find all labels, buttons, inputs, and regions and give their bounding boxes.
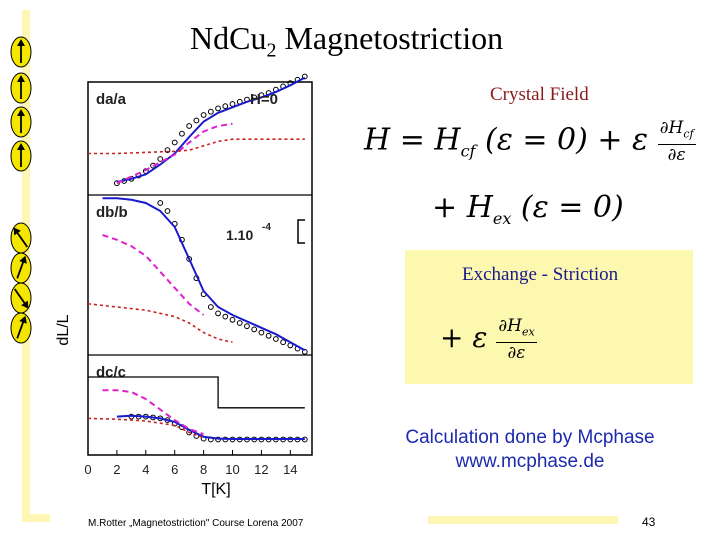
x-tick-label: 2 <box>113 462 120 477</box>
exchange-hamiltonian-term: + Hex (ε = 0) <box>432 190 624 228</box>
data-point <box>157 156 164 162</box>
arrow-tilted-icon <box>10 312 32 344</box>
data-point <box>222 103 229 110</box>
data-point <box>251 326 258 333</box>
arrow-tilted-icon <box>10 282 32 314</box>
crystal-field-label: Crystal Field <box>490 84 589 105</box>
x-tick-label: 14 <box>283 462 297 477</box>
panel-label: da/a <box>96 91 127 108</box>
exchange-striction-formula: + ε ∂Hex ∂ε <box>440 316 537 364</box>
x-tick-label: 0 <box>84 462 91 477</box>
data-point <box>244 323 250 330</box>
crystal-field-line <box>102 234 205 316</box>
x-axis-label: T[K] <box>201 481 230 498</box>
data-point <box>171 139 178 146</box>
data-point <box>200 112 207 118</box>
data-point <box>193 117 200 124</box>
data-point <box>157 200 164 206</box>
data-point <box>258 329 265 336</box>
data-point <box>186 123 193 129</box>
moment-arrows <box>8 36 36 344</box>
panel-dc-c: dc/c <box>87 354 312 443</box>
x-tick-label: 4 <box>142 462 149 477</box>
data-point <box>179 130 185 137</box>
data-point <box>272 336 279 342</box>
calculation-line <box>116 414 305 440</box>
scale-bracket <box>297 219 305 244</box>
slide-title: NdCu2 Magnetostriction <box>190 20 504 62</box>
panel-label: dc/c <box>96 364 126 381</box>
footer-text: M.Rotter „Magnetostriction" Course Loren… <box>88 518 304 529</box>
arrow-tilted-icon <box>10 252 32 284</box>
hamiltonian-formula: H = Hcf (ε = 0) + ε ∂Hcf ∂ε <box>364 118 696 166</box>
exchange-striction-box <box>405 250 693 384</box>
data-point <box>215 310 221 317</box>
calculation-line: Calculation done by Mcphase <box>405 427 655 448</box>
panel-label: db/b <box>96 204 128 221</box>
arrow-up-icon <box>10 36 32 68</box>
data-point <box>215 105 221 112</box>
arrow-up-icon <box>10 106 32 138</box>
arrow-tilted-icon <box>10 222 32 254</box>
x-tick-label: 12 <box>254 462 268 477</box>
data-point <box>280 339 286 346</box>
step-line <box>88 376 305 409</box>
data-point <box>164 147 171 154</box>
scale-exponent: -4 <box>262 222 271 233</box>
data-point <box>164 208 171 214</box>
calculation-line <box>102 197 306 352</box>
page-number: 43 <box>642 515 656 529</box>
data-point <box>265 332 272 339</box>
data-point <box>301 73 308 80</box>
mcphase-link[interactable]: www.mcphase.de <box>455 451 605 472</box>
x-tick-label: 10 <box>225 462 239 477</box>
plot-frame <box>87 81 313 456</box>
data-point <box>236 320 243 326</box>
calculation-line <box>116 76 306 184</box>
scale-annotation: 1.10 <box>226 227 253 243</box>
crystal-field-line <box>102 389 204 436</box>
footer-accent-bar <box>428 516 618 524</box>
arrow-up-icon <box>10 72 32 104</box>
data-point <box>229 316 236 323</box>
magnetostriction-chart: dL/L da/a db/b dc/c H=0 1.10 -4 0 2 4 6 8 10 12 14 T… <box>55 73 313 498</box>
exchange-line <box>88 138 305 155</box>
calculation-note: Calculation done by Mcphase www.mcphase.… <box>340 426 720 474</box>
field-annotation: H=0 <box>250 91 278 108</box>
x-tick-label: 6 <box>171 462 178 477</box>
data-point <box>207 304 214 310</box>
exchange-line <box>87 303 233 343</box>
bottom-accent-bar <box>22 514 50 522</box>
panel-db-b: db/b <box>87 194 312 355</box>
exchange-striction-label: Exchange - Striction <box>462 264 619 285</box>
x-tick-label: 8 <box>200 462 207 477</box>
arrow-up-icon <box>10 140 32 172</box>
panel-da-a: da/a <box>88 73 308 187</box>
data-point <box>207 108 214 115</box>
data-point <box>222 313 229 320</box>
crystal-field-line <box>116 122 233 185</box>
exchange-line <box>87 417 204 439</box>
y-axis-label: dL/L <box>55 314 72 345</box>
